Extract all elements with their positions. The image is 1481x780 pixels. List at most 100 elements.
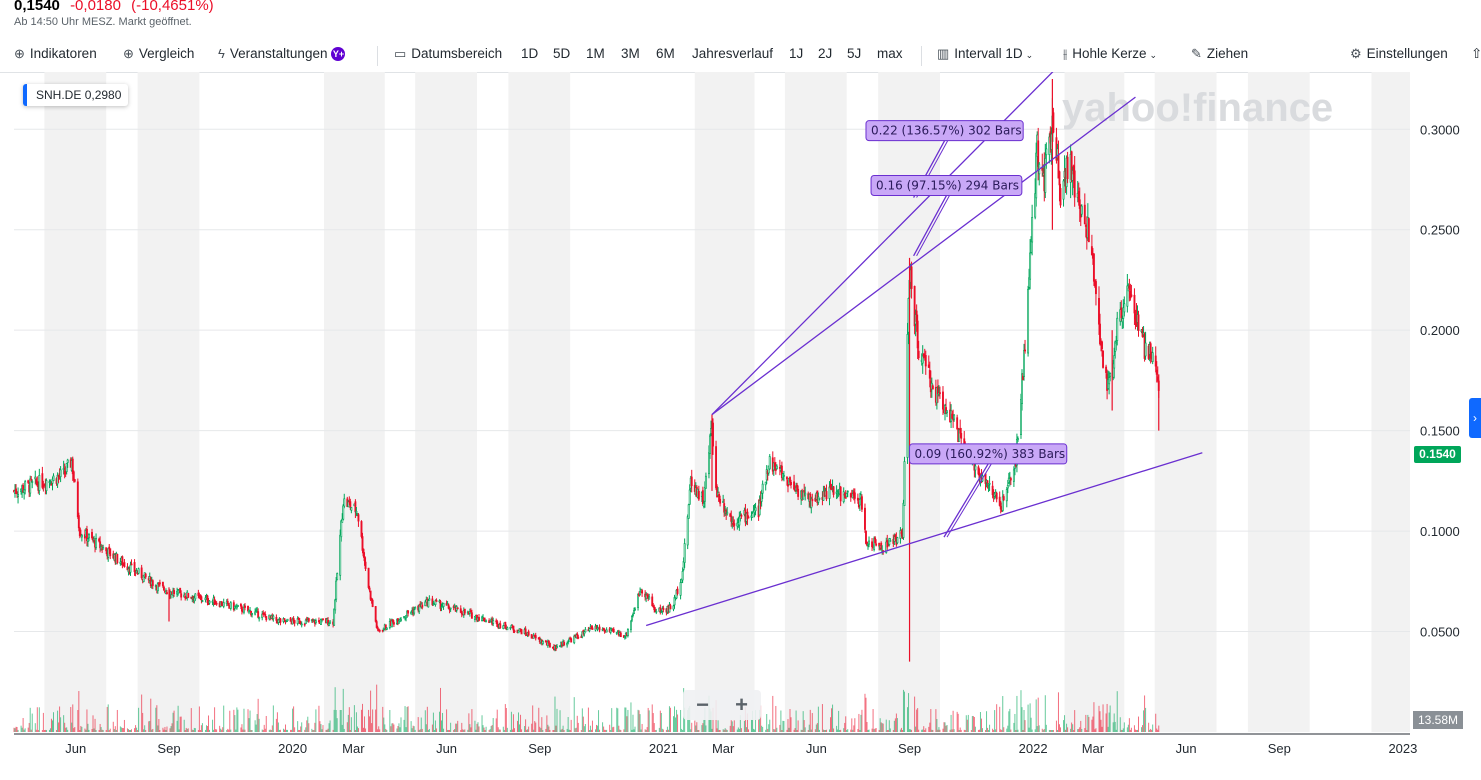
annotation-connector [913,195,948,257]
draw-label: Ziehen [1206,46,1249,61]
candle-body [651,596,654,607]
candle-body [974,465,977,471]
candle-body [456,607,459,610]
range-6m[interactable]: 6M [656,46,675,61]
shaded-period [44,72,107,732]
candle-body [697,490,700,500]
candle-body [1006,485,1009,489]
candle-body [264,613,267,617]
candle-body [173,590,176,595]
range-1y[interactable]: 1J [789,46,804,61]
zoom-in-button[interactable]: + [735,692,748,717]
interval-button[interactable]: ▥ Intervall 1D ⌄ [937,46,1033,62]
candle-body [687,504,690,519]
candle-body [1102,350,1104,368]
month-shading [44,72,1410,732]
events-button[interactable]: ϟ Veranstaltungen Y+ [218,46,346,61]
range-ytd[interactable]: Jahresverlauf [692,46,774,61]
candle-body [701,490,704,505]
symbol-legend[interactable]: SNH.DE 0,2980 [23,84,129,106]
shaded-period [137,72,200,732]
candle-body [91,532,93,539]
candle-body [140,567,143,579]
compare-button[interactable]: ⊕ Vergleich [123,46,194,62]
zoom-out-button[interactable]: − [696,692,709,717]
candle-body [639,591,642,596]
candle-body [374,606,377,622]
quote-price: 0,1540 [14,0,60,14]
candle-body [254,611,257,615]
candle-body [485,619,488,623]
candle-body [247,605,249,612]
indicators-button[interactable]: ⊕ Indikatoren [14,46,97,62]
candle-body [180,593,183,598]
candle-body [381,629,384,632]
candle-body [853,492,856,499]
candle-body [817,496,820,503]
range-3m[interactable]: 3M [621,46,640,61]
candle-body [468,611,471,614]
candle-body [502,625,505,629]
candle-body [1128,285,1131,290]
candle-body [828,486,831,499]
candle-body [1101,341,1103,350]
candle-body [740,514,743,517]
candle-body [29,478,32,494]
candle-body [1035,152,1038,199]
candle-body [868,540,870,545]
candle-body [506,627,509,631]
candle-body [906,334,909,458]
y-tick-label: 0.0500 [1420,625,1460,640]
shaded-period [508,72,571,732]
settings-button[interactable]: ⚙ Einstellungen [1350,46,1448,62]
range-1m[interactable]: 1M [586,46,605,61]
quote-change-pct: (-10,4651%) [131,0,214,14]
candle-body [1087,218,1090,243]
candle-body [410,611,413,615]
date-range-button[interactable]: ▭ Datumsbereich [394,46,502,62]
candle-body [903,461,906,506]
candle-body [286,618,289,622]
candle-body [938,392,941,394]
candle-body [24,481,27,491]
yahoo-finance-watermark: yahoo!finance [1062,86,1333,130]
candle-body [1024,349,1026,352]
candle-body [513,630,516,633]
range-1d[interactable]: 1D [521,46,539,61]
symbol-value: 0,2980 [84,88,122,102]
side-panel-toggle[interactable]: › [1469,398,1481,438]
candle-body [400,618,402,622]
candle-body [1005,489,1008,502]
candle-body [499,623,502,628]
candle-body [1062,180,1065,200]
x-tick-label: Mar [1082,741,1105,756]
x-tick-label: Mar [342,741,365,756]
candle-body [845,492,848,498]
range-5y[interactable]: 5J [847,46,862,61]
drawing-layer[interactable]: 0.22 (136.57%) 302 Bars 0.16 (97.15%) 294… [645,72,1203,627]
range-max[interactable]: max [877,46,903,61]
candle-body [72,471,75,481]
draw-button[interactable]: ✎ Ziehen [1191,46,1248,62]
candle-body [917,350,920,359]
candle-body [1133,294,1136,314]
price-chart[interactable]: yahoo!finance 0.22 (136.57%) 302 Bars 0.1… [0,72,1481,780]
candle-body [376,627,379,630]
candle-body [38,475,41,492]
candle-body [921,355,924,364]
candle-body [761,483,764,494]
range-2y[interactable]: 2J [818,46,833,61]
chart-type-button[interactable]: ⫲ Hohle Kerze ⌄ [1063,46,1157,62]
candle-body [842,491,845,503]
candle-body [133,562,136,573]
candle-body [986,480,989,484]
candle-body [342,505,345,520]
annotation-box [865,120,1024,142]
candle-body [726,511,729,515]
candle-body [333,608,336,626]
range-5d[interactable]: 5D [553,46,571,61]
candle-body [754,507,757,512]
candle-body [747,516,750,519]
candle-body [368,587,371,591]
share-icon[interactable]: ⇧ [1471,46,1481,61]
